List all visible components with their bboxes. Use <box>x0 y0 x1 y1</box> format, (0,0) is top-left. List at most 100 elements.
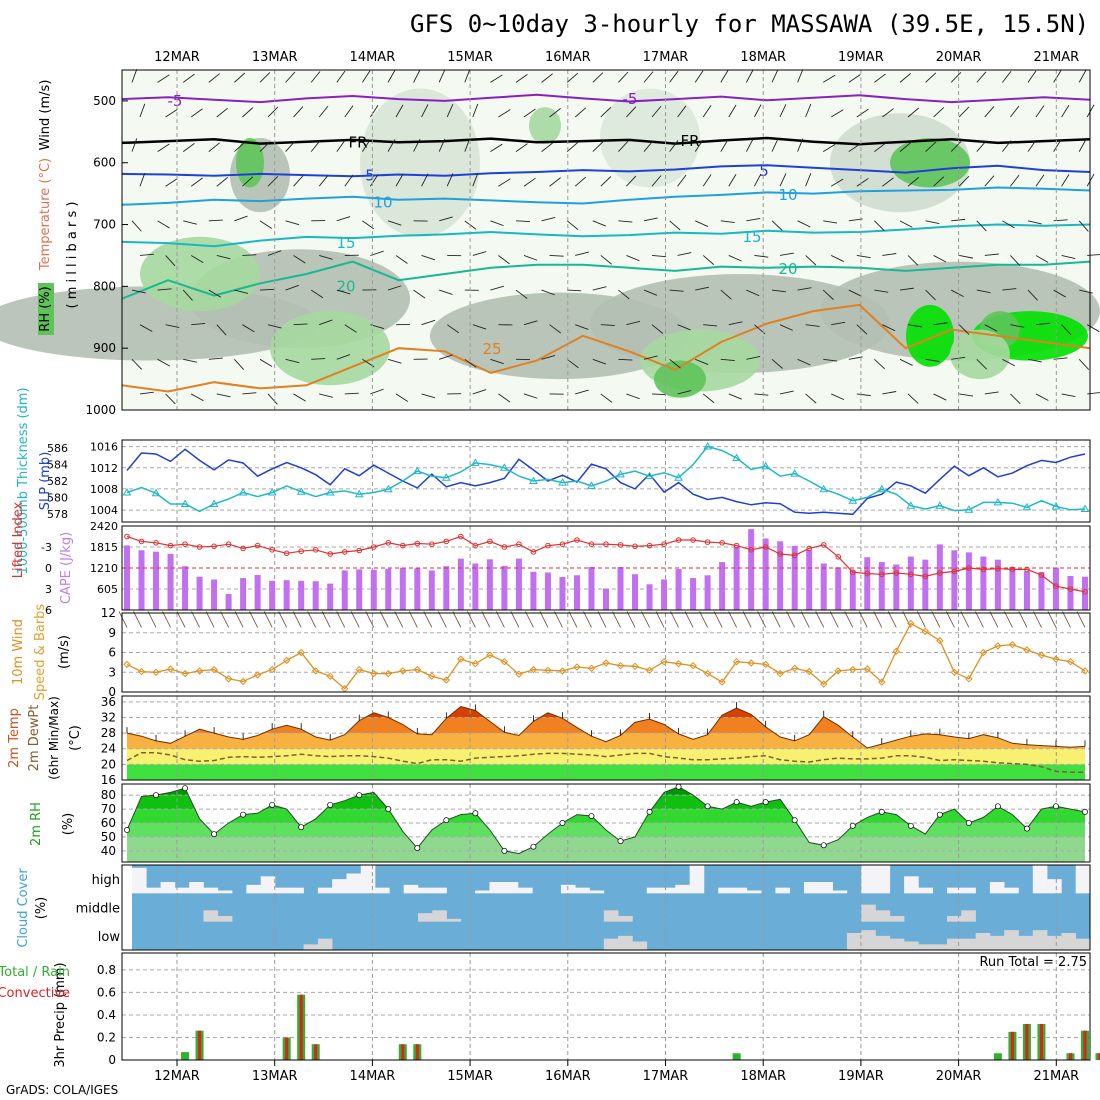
isotherm-label: 20 <box>336 277 355 295</box>
lifted-tick: 3 <box>45 583 52 596</box>
precip-convective-bar <box>1025 1023 1029 1060</box>
lifted-index-marker <box>443 538 450 545</box>
surface-wind-barb <box>466 611 476 628</box>
surface-wind-barb <box>394 611 404 628</box>
cloud-high <box>503 882 519 894</box>
wind-barb <box>319 319 333 326</box>
temp-band <box>127 764 1085 780</box>
cape-tick: 1815 <box>90 541 118 554</box>
wind-barb <box>746 69 754 83</box>
wind-barb <box>976 358 988 370</box>
wind-barb <box>370 104 379 118</box>
wind-speed-marker <box>950 668 959 677</box>
wind-barb <box>1027 139 1037 152</box>
surface-wind-barb <box>539 611 549 628</box>
thickness-marker <box>993 497 1003 506</box>
wind-barb <box>703 324 718 327</box>
surface-wind-barb <box>510 611 520 628</box>
cape-bar <box>893 564 900 610</box>
precip-total-legend: Total / Rain <box>0 965 70 980</box>
wind-barb <box>695 358 709 365</box>
cloud-high <box>1047 879 1062 894</box>
lifted-index-marker <box>487 538 493 545</box>
wind-barb <box>1035 105 1045 118</box>
surface-wind-barb <box>1062 611 1071 628</box>
wind-speed-marker <box>137 667 146 676</box>
wind-barb <box>293 323 308 326</box>
wind-barb <box>1053 139 1062 152</box>
wind-barb <box>984 324 998 332</box>
cape-bar <box>1023 571 1030 610</box>
wind-barb <box>549 108 561 118</box>
wind-barb <box>899 142 912 152</box>
wind-barb <box>1010 174 1020 187</box>
temp-unit-label: (°C) <box>68 725 83 751</box>
lifted-index-marker <box>588 541 595 548</box>
lifted-index-marker <box>530 549 537 555</box>
lifted-index-marker <box>501 544 508 550</box>
slp-line <box>126 448 1086 516</box>
lifted-index-marker <box>806 545 813 552</box>
cloud-high <box>246 884 261 894</box>
lifted-index-marker <box>240 545 246 552</box>
cloud-high <box>1004 887 1019 894</box>
wind-barb <box>1086 324 1100 333</box>
wind-barb <box>626 320 641 326</box>
cloud-low <box>603 938 619 950</box>
thickness-marker <box>790 469 800 477</box>
wind-speed-marker <box>878 678 886 686</box>
cape-bar <box>240 578 247 610</box>
wind-barb <box>464 138 471 152</box>
wind-barb <box>754 173 762 187</box>
wind-speed-marker <box>1023 646 1031 654</box>
wind-barb <box>139 391 154 395</box>
wind-barb <box>1086 104 1095 118</box>
date-label-top: 19MAR <box>838 50 884 65</box>
rh2m-axis-label: 2m RH <box>29 802 44 846</box>
wind-barb <box>626 393 640 400</box>
cloud-high <box>189 882 204 894</box>
wind-barb <box>293 255 306 264</box>
wind-barb <box>421 255 436 261</box>
wind-barb <box>848 356 863 360</box>
wind-barb <box>395 173 404 187</box>
wind-barb <box>259 358 273 367</box>
lifted-index-marker <box>937 570 943 576</box>
wind-barb <box>1078 69 1087 83</box>
rh-marker <box>588 813 595 819</box>
slp-tick: 1004 <box>90 504 118 517</box>
cloud-high <box>132 867 147 894</box>
wind-barb <box>566 72 579 83</box>
wind-barb <box>643 140 654 152</box>
pressure-tick: 1000 <box>85 403 116 417</box>
wind-barb <box>549 177 561 187</box>
wind-barb <box>259 72 271 83</box>
wind-barb <box>600 393 613 403</box>
lifted-index-marker <box>225 541 232 548</box>
wind-barb <box>984 175 995 187</box>
precip-tick: 0 <box>108 1053 116 1067</box>
lifted-index-marker <box>283 550 290 557</box>
wind-barb <box>515 143 528 152</box>
date-label-bottom: 18MAR <box>740 1069 786 1084</box>
wind-barb <box>925 220 940 224</box>
wind-barb <box>267 393 278 405</box>
thickness-marker <box>151 488 161 497</box>
wind-barb <box>387 220 402 226</box>
wind-barb <box>907 107 920 118</box>
cape-bar <box>907 556 914 610</box>
rh-band <box>127 809 1085 823</box>
wind-speed-line <box>126 622 1086 690</box>
wind-barb <box>651 393 667 396</box>
wind-speed-marker <box>849 665 857 674</box>
cloud-low <box>961 938 976 950</box>
surface-wind-barb <box>1018 611 1028 628</box>
wind-barb <box>446 173 454 187</box>
cape-bar <box>443 566 450 610</box>
surface-wind-barb <box>583 611 592 628</box>
cloud-middle <box>861 904 876 922</box>
wind-barb <box>310 140 321 152</box>
wind-barb <box>805 103 812 118</box>
wind-barb <box>797 287 812 291</box>
isotherm-15 <box>121 223 1091 248</box>
